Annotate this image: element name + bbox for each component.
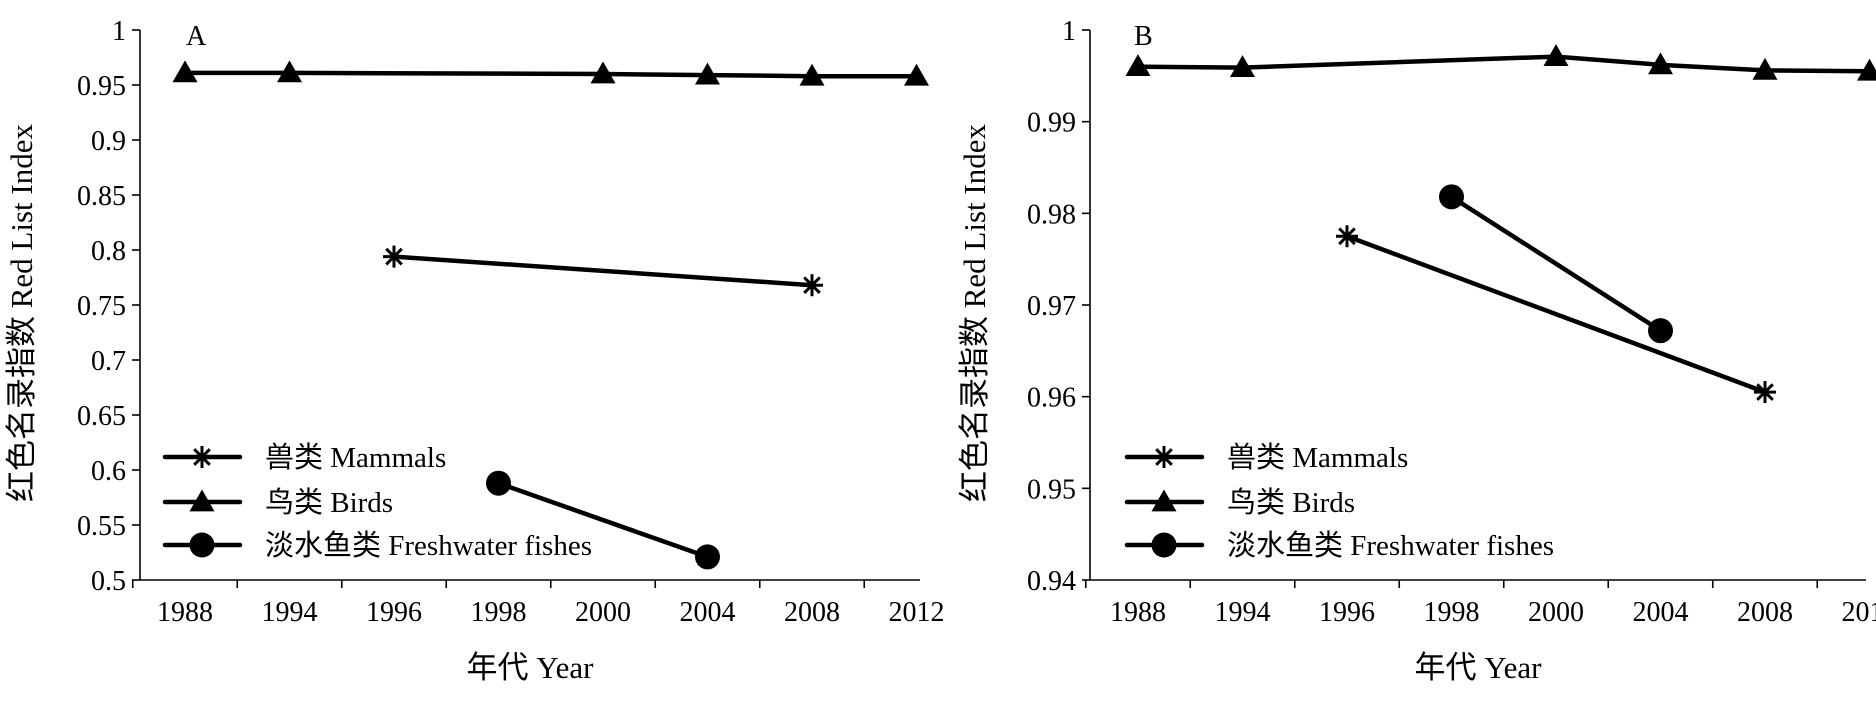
- data-point: [1754, 381, 1776, 403]
- x-tick-label: 1994: [262, 597, 318, 628]
- panel-b-chart: 0.94 0.95 0.96 0.97 0.98 0.99 1 1988 1994 1996 199…: [957, 16, 1876, 685]
- x-tick-label: 2008: [1737, 597, 1793, 628]
- data-point: [383, 246, 405, 268]
- legend-marker: [1152, 533, 1177, 558]
- x-tick-label: 1998: [471, 597, 527, 628]
- y-tick-label: 0.85: [77, 181, 126, 212]
- x-tick-label: 2012: [889, 597, 945, 628]
- legend-label: 鸟类 Birds: [1227, 486, 1355, 519]
- y-tick-label: 0.75: [77, 291, 126, 322]
- x-axis-label: 年代 Year: [1415, 650, 1543, 685]
- y-tick-label: 0.99: [1027, 108, 1076, 139]
- panel-label: A: [186, 21, 207, 52]
- legend-item: 鸟类 Birds: [165, 486, 393, 519]
- legend-item: 淡水鱼类 Freshwater fishes: [165, 529, 592, 562]
- y-tick-label: 0.65: [77, 401, 126, 432]
- y-tick-label: 0.9: [91, 126, 126, 157]
- y-tick-label: 0.95: [1027, 474, 1076, 505]
- series-asterisk: [1336, 225, 1776, 403]
- series-triangle: [1126, 44, 1876, 81]
- x-tick-label: 2012: [1842, 597, 1876, 628]
- data-point: [695, 544, 720, 569]
- x-tick-label: 2008: [784, 597, 840, 628]
- x-tick-label: 1988: [157, 597, 213, 628]
- y-tick-label: 0.95: [77, 71, 126, 102]
- panel-a-chart: 0.5 0.55 0.6 0.65 0.7 0.75 0.8 0.85 0.9 0.95 1 1988…: [4, 16, 945, 685]
- y-tick-label: 0.96: [1027, 383, 1076, 414]
- x-tick-label: 2000: [575, 597, 631, 628]
- y-tick-label: 1: [1062, 16, 1076, 47]
- y-tick-label: 0.5: [91, 566, 126, 597]
- data-point: [1648, 318, 1673, 343]
- data-point: [486, 471, 511, 496]
- x-tick-label: 1996: [366, 597, 422, 628]
- legend-item: 兽类 Mammals: [1127, 441, 1408, 474]
- y-tick-label: 0.8: [91, 236, 126, 267]
- y-tick-label: 0.6: [91, 456, 126, 487]
- legend-item: 兽类 Mammals: [165, 441, 446, 474]
- series-circle: [1439, 184, 1673, 343]
- legend-marker: [190, 533, 215, 558]
- x-tick-label: 1996: [1319, 597, 1375, 628]
- x-tick-label: 1998: [1424, 597, 1480, 628]
- y-tick-label: 1: [112, 16, 126, 47]
- y-tick-label: 0.97: [1027, 291, 1076, 322]
- legend-label: 兽类 Mammals: [1227, 441, 1408, 474]
- x-tick-label: 2004: [680, 597, 736, 628]
- y-tick-label: 0.98: [1027, 199, 1076, 230]
- legend-marker: [191, 446, 213, 468]
- series-asterisk: [383, 246, 823, 297]
- data-point: [1336, 225, 1358, 247]
- x-tick-label: 2000: [1528, 597, 1584, 628]
- y-tick-label: 0.94: [1027, 566, 1076, 597]
- y-axis-label: 红色名录指数 Red List Index: [4, 124, 39, 502]
- legend-marker: [1153, 446, 1175, 468]
- x-axis-label: 年代 Year: [467, 650, 595, 685]
- y-axis-label: 红色名录指数 Red List Index: [957, 124, 992, 502]
- legend-label: 淡水鱼类 Freshwater fishes: [265, 529, 592, 562]
- legend-item: 淡水鱼类 Freshwater fishes: [1127, 529, 1554, 562]
- panel-label: B: [1134, 21, 1153, 52]
- data-point: [801, 274, 823, 296]
- y-tick-label: 0.7: [91, 346, 126, 377]
- legend-label: 淡水鱼类 Freshwater fishes: [1227, 529, 1554, 562]
- x-tick-label: 1988: [1110, 597, 1166, 628]
- legend-item: 鸟类 Birds: [1127, 486, 1355, 519]
- series-asterisk-line: [394, 257, 812, 286]
- data-point: [1439, 184, 1464, 209]
- legend-label: 鸟类 Birds: [265, 486, 393, 519]
- series-circle-line: [1452, 197, 1661, 331]
- series-triangle: [173, 60, 930, 85]
- x-tick-label: 2004: [1633, 597, 1689, 628]
- y-tick-label: 0.55: [77, 511, 126, 542]
- legend-label: 兽类 Mammals: [265, 441, 446, 474]
- x-tick-label: 1994: [1215, 597, 1271, 628]
- series-asterisk-line: [1347, 236, 1765, 392]
